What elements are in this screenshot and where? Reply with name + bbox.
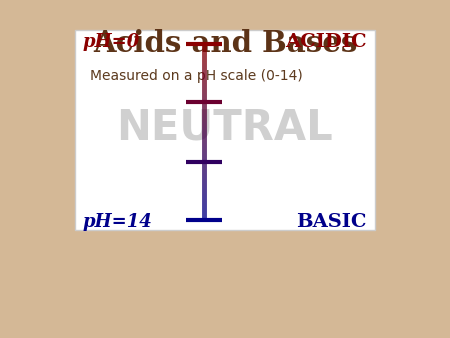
Text: NEUTRAL: NEUTRAL xyxy=(117,106,333,148)
Text: BASIC: BASIC xyxy=(297,213,367,231)
Text: Acids and Bases: Acids and Bases xyxy=(93,28,357,57)
Text: pH=14: pH=14 xyxy=(83,213,153,231)
Text: ACIDIC: ACIDIC xyxy=(285,33,367,51)
Bar xyxy=(75,30,375,230)
Text: pH=0: pH=0 xyxy=(83,33,140,51)
Text: Measured on a pH scale (0-14): Measured on a pH scale (0-14) xyxy=(90,69,303,83)
